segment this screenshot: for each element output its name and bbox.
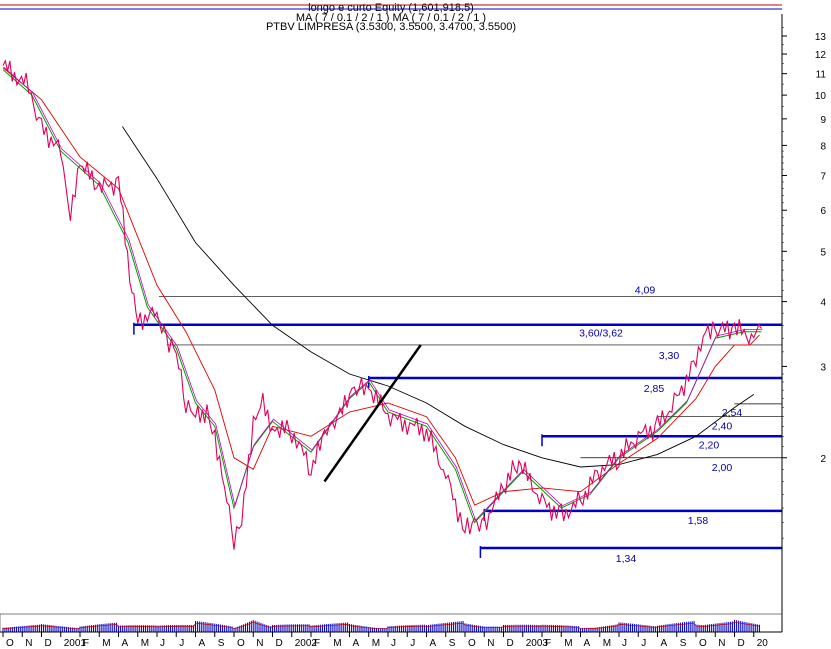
chart-header-line2: MA ( 7 / 0.1 / 2 / 1 ) MA ( 7 / 0.1 / 2 … [295, 12, 487, 24]
level-label: 2,20 [699, 439, 720, 451]
y-axis: 13 12 11 10 9 8 7 6 5 4 3 2 [781, 14, 827, 632]
x-tick-label: J [160, 638, 165, 649]
level-label: 4,09 [635, 285, 656, 297]
x-tick-label: D [507, 638, 514, 649]
x-tick-label: J [622, 638, 627, 649]
x-tick-label: A [584, 638, 591, 649]
x-tick-label: O [699, 638, 707, 649]
chart-header-line3: PTBV LIMPRESA (3.5300, 3.5500, 3.4700, 3… [265, 21, 517, 33]
x-tick-label: A [661, 638, 668, 649]
x-tick-label: J [410, 638, 415, 649]
x-tick-label: A [199, 638, 206, 649]
x-tick-label: F [83, 638, 89, 649]
volume-line [2, 621, 760, 630]
ma-mid-line [3, 67, 763, 522]
volume-panel [0, 613, 783, 633]
support-resistance-levels: 4,09 3,60/3,62 3,30 2,85 2,54 2,40 2,20 2,00 1,5… [133, 285, 782, 565]
y-tick-label: 9 [820, 115, 826, 126]
level-label: 2,54 [722, 407, 743, 419]
x-tick-label: 2001 [64, 638, 87, 649]
x-tick-label: M [141, 638, 149, 649]
level-label: 2,40 [712, 421, 733, 433]
x-tick-label: M [372, 638, 380, 649]
price-series [2, 59, 763, 550]
x-tick-label: J [391, 638, 396, 649]
y-tick-label: 8 [820, 141, 826, 152]
y-tick-label: 11 [816, 70, 827, 81]
x-tick-label: O [6, 638, 14, 649]
price-line [2, 59, 762, 550]
x-tick-label: D [276, 638, 283, 649]
x-tick-label: 2002 [295, 638, 318, 649]
x-tick-label: O [468, 638, 476, 649]
level-label: 1,58 [688, 515, 709, 527]
x-tick-label: N [487, 638, 494, 649]
x-tick-label: S [218, 638, 225, 649]
y-tick-label: 13 [815, 32, 827, 43]
level-label: 1,34 [616, 553, 637, 565]
y-tick-label: 10 [815, 91, 827, 102]
x-tick-label: 20 [757, 638, 769, 649]
level-label: 3,30 [659, 350, 680, 362]
y-tick-label: 12 [815, 50, 827, 61]
x-tick-label: N [256, 638, 263, 649]
x-tick-label: A [122, 638, 129, 649]
x-tick-label: N [25, 638, 32, 649]
level-label: 2,85 [644, 383, 665, 395]
y-tick-label: 7 [820, 171, 826, 182]
x-tick-label: D [45, 638, 52, 649]
x-tick-label: M [564, 638, 572, 649]
x-tick-label: M [102, 638, 110, 649]
ma-slow-line [2, 67, 760, 506]
x-tick-label: M [603, 638, 611, 649]
x-tick-label: 2003 [526, 638, 549, 649]
level-label: 3,60/3,62 [579, 328, 623, 340]
ma-long-line [122, 126, 755, 468]
y-tick-label: 5 [820, 247, 826, 258]
x-tick-label: J [641, 638, 646, 649]
ma-fast-line [2, 69, 762, 524]
y-tick-label: 4 [820, 298, 826, 309]
x-tick-label: J [179, 638, 184, 649]
x-tick-label: A [353, 638, 360, 649]
trend-line [323, 344, 422, 483]
y-tick-label: 2 [820, 454, 826, 465]
x-tick-label: M [333, 638, 341, 649]
x-tick-label: N [718, 638, 725, 649]
x-tick-label: S [449, 638, 456, 649]
level-label: 2,00 [712, 462, 733, 474]
x-tick-label: F [314, 638, 320, 649]
x-tick-label: A [430, 638, 437, 649]
x-tick-label: D [738, 638, 745, 649]
y-tick-label: 6 [820, 206, 826, 217]
y-tick-label: 3 [820, 362, 826, 373]
x-tick-label: F [545, 638, 551, 649]
x-tick-label: O [237, 638, 245, 649]
x-tick-label: S [680, 638, 687, 649]
